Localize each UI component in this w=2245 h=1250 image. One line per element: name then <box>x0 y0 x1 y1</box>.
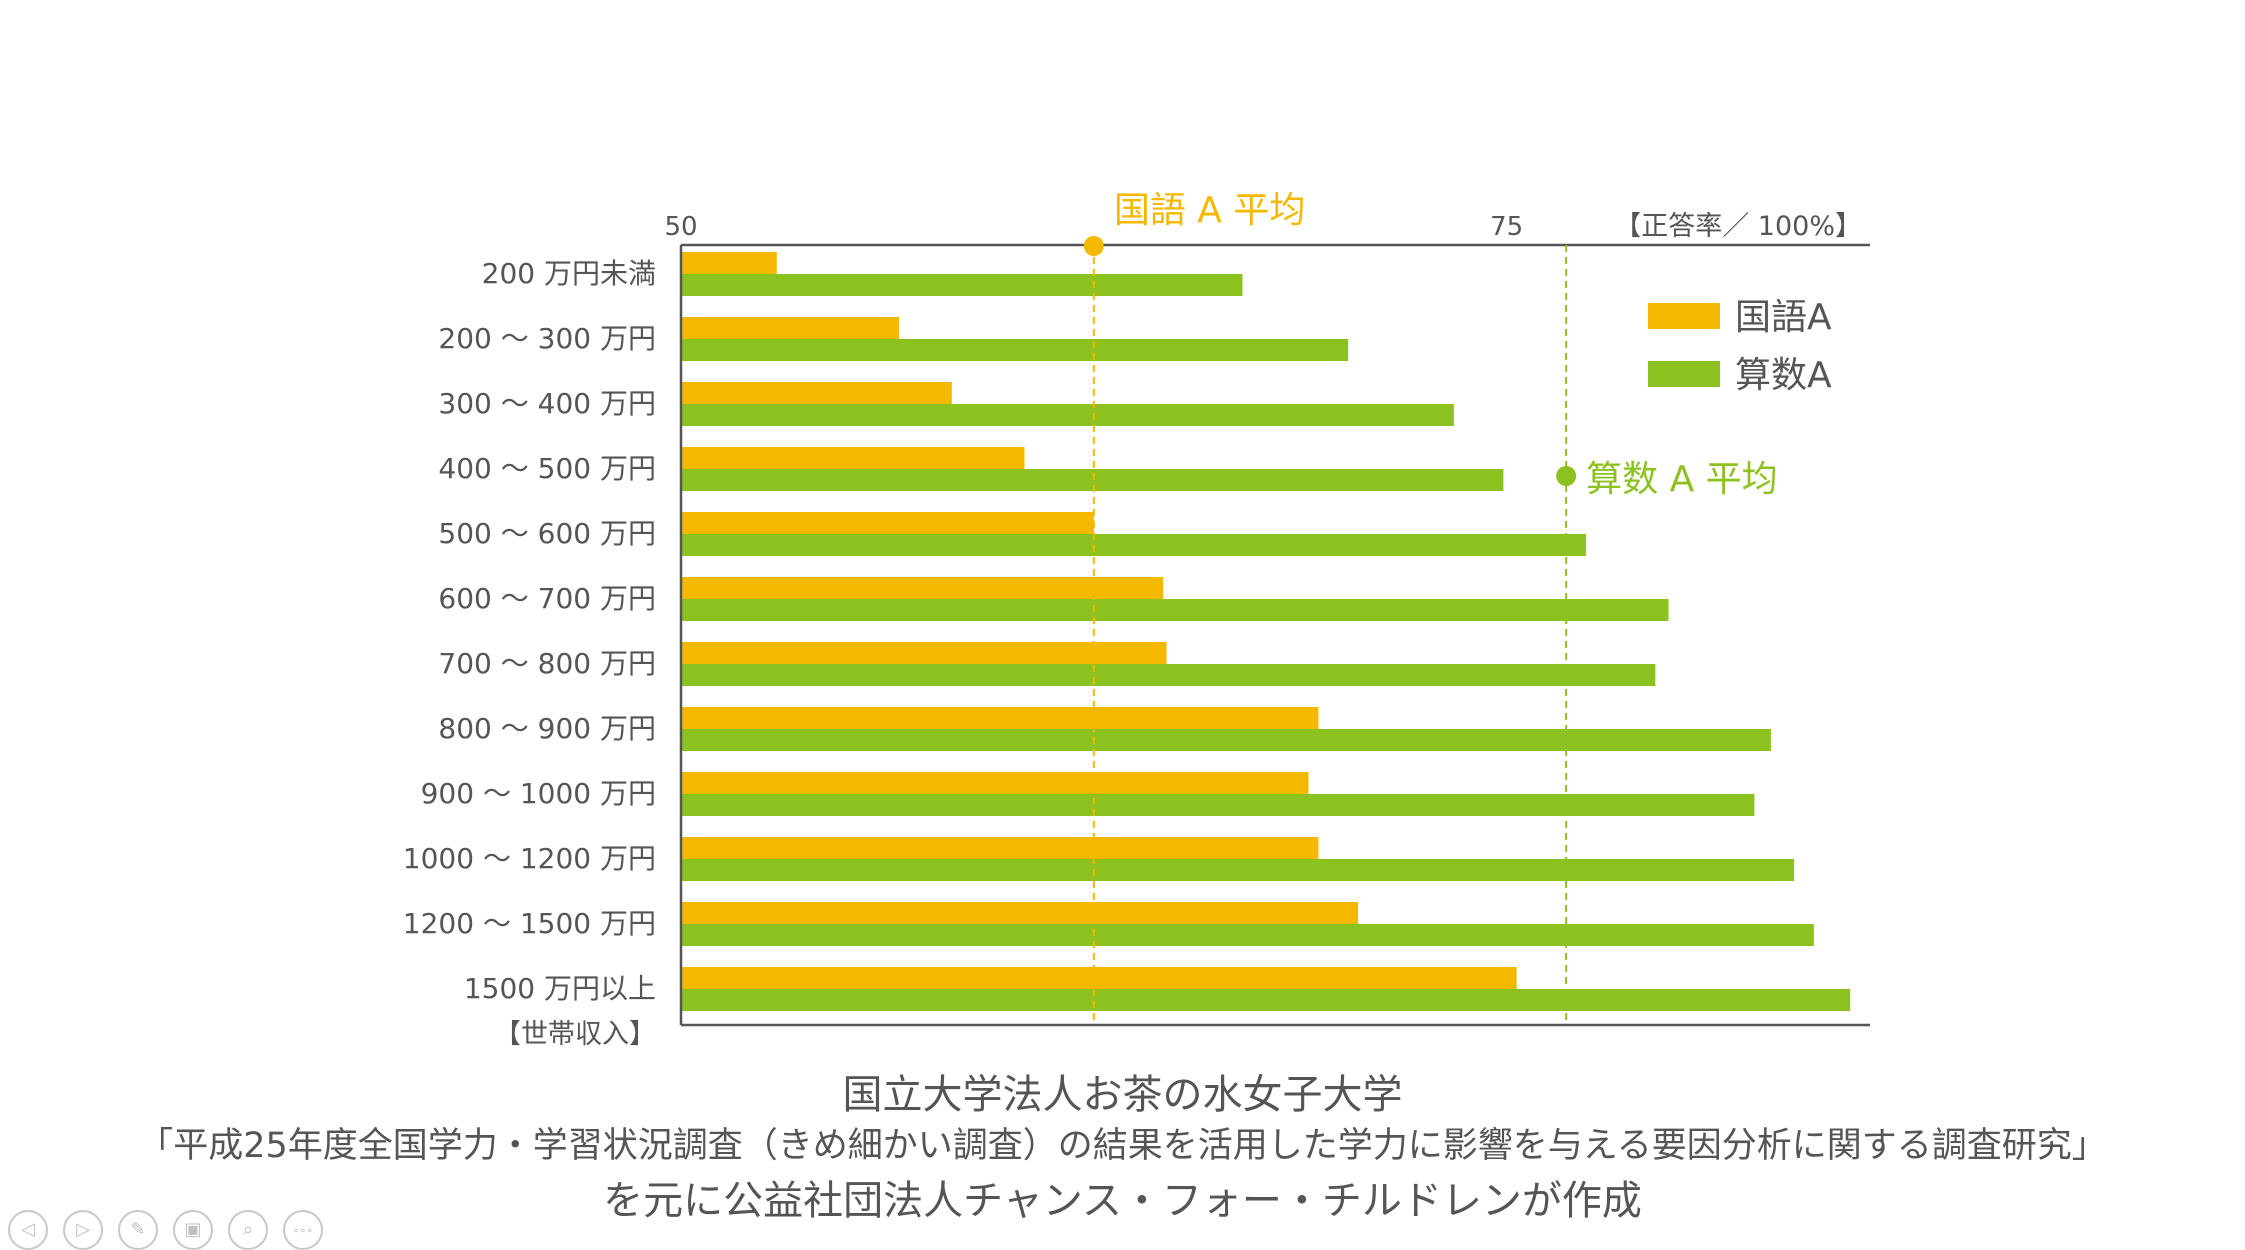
category-label-1: 200 ～ 300 万円 <box>438 322 656 355</box>
bar-sansu-8 <box>681 794 1755 816</box>
zoom-icon-glyph: ⌕ <box>242 1219 254 1240</box>
category-label-6: 700 ～ 800 万円 <box>438 647 656 680</box>
x-tick-label-1: 75 <box>1490 212 1523 242</box>
bar-kokugo-4 <box>681 512 1094 534</box>
category-label-8: 900 ～ 1000 万円 <box>421 777 656 810</box>
pen-icon-glyph: ✎ <box>130 1219 146 1240</box>
more-icon-glyph: ∘∘∘ <box>292 1223 314 1237</box>
bar-kokugo-10 <box>681 902 1359 924</box>
bar-kokugo-1 <box>681 317 899 339</box>
category-label-0: 200 万円未満 <box>482 257 656 290</box>
x-tick-label-0: 50 <box>664 212 697 242</box>
caption-source-institution: 国立大学法人お茶の水女子大学 <box>842 1072 1403 1118</box>
sansu-average-label: 算数 A 平均 <box>1586 459 1778 500</box>
bar-kokugo-2 <box>681 382 952 404</box>
bar-sansu-5 <box>681 599 1669 621</box>
chart: 200 万円未満 200 ～ 300 万円 300 ～ 400 万円 400 ～ 50… <box>403 190 1870 1050</box>
bar-sansu-2 <box>681 404 1454 426</box>
x-unit-label: 【正答率／ 100%】 <box>1614 211 1862 242</box>
bar-sansu-1 <box>681 339 1349 361</box>
bar-sansu-6 <box>681 664 1656 686</box>
kokugo-average-label: 国語 A 平均 <box>1114 190 1306 231</box>
category-label-7: 800 ～ 900 万円 <box>438 712 656 745</box>
y-axis-label: 【世帯収入】 <box>494 1019 656 1050</box>
legend-swatch-1 <box>1648 361 1720 387</box>
legend-swatch-0 <box>1648 303 1720 329</box>
bar-kokugo-3 <box>681 447 1025 469</box>
category-label-11: 1500 万円以上 <box>464 972 656 1005</box>
bar-kokugo-8 <box>681 772 1309 794</box>
caption-study-title: 「平成25年度全国学力・学習状況調査（きめ細かい調査）の結果を活用した学力に影響… <box>138 1126 2107 1166</box>
category-label-5: 600 ～ 700 万円 <box>438 582 656 615</box>
bar-kokugo-7 <box>681 707 1319 729</box>
presentation-toolbar: ◁ ▷ ✎ ▣ ⌕ ∘∘∘ <box>8 1210 323 1250</box>
bar-sansu-9 <box>681 859 1795 881</box>
bar-kokugo-9 <box>681 837 1319 859</box>
slides-icon[interactable]: ▣ <box>173 1210 213 1250</box>
bar-sansu-10 <box>681 924 1814 946</box>
zoom-icon[interactable]: ⌕ <box>228 1210 268 1250</box>
legend-label-1: 算数A <box>1735 355 1832 396</box>
bar-sansu-11 <box>681 989 1851 1011</box>
next-icon[interactable]: ▷ <box>63 1210 103 1250</box>
next-icon-glyph: ▷ <box>76 1219 90 1240</box>
sansu-average-marker <box>1556 466 1577 486</box>
bar-sansu-4 <box>681 534 1586 556</box>
category-label-2: 300 ～ 400 万円 <box>438 387 656 420</box>
bar-sansu-0 <box>681 274 1243 296</box>
kokugo-average-marker <box>1083 236 1104 256</box>
legend-label-0: 国語A <box>1735 297 1832 338</box>
bar-kokugo-11 <box>681 967 1517 989</box>
caption-author: を元に公益社団法人チャンス・フォー・チルドレンが作成 <box>603 1178 1642 1224</box>
category-label-9: 1000 ～ 1200 万円 <box>403 842 656 875</box>
bar-sansu-7 <box>681 729 1771 751</box>
more-icon[interactable]: ∘∘∘ <box>283 1210 323 1250</box>
previous-icon[interactable]: ◁ <box>8 1210 48 1250</box>
bar-kokugo-6 <box>681 642 1167 664</box>
category-label-3: 400 ～ 500 万円 <box>438 452 656 485</box>
category-label-10: 1200 ～ 1500 万円 <box>403 907 656 940</box>
bar-kokugo-0 <box>681 252 777 274</box>
pen-icon[interactable]: ✎ <box>118 1210 158 1250</box>
previous-icon-glyph: ◁ <box>21 1219 35 1240</box>
slides-icon-glyph: ▣ <box>184 1219 202 1240</box>
category-label-4: 500 ～ 600 万円 <box>438 517 656 550</box>
bar-kokugo-5 <box>681 577 1164 599</box>
bar-sansu-3 <box>681 469 1504 491</box>
